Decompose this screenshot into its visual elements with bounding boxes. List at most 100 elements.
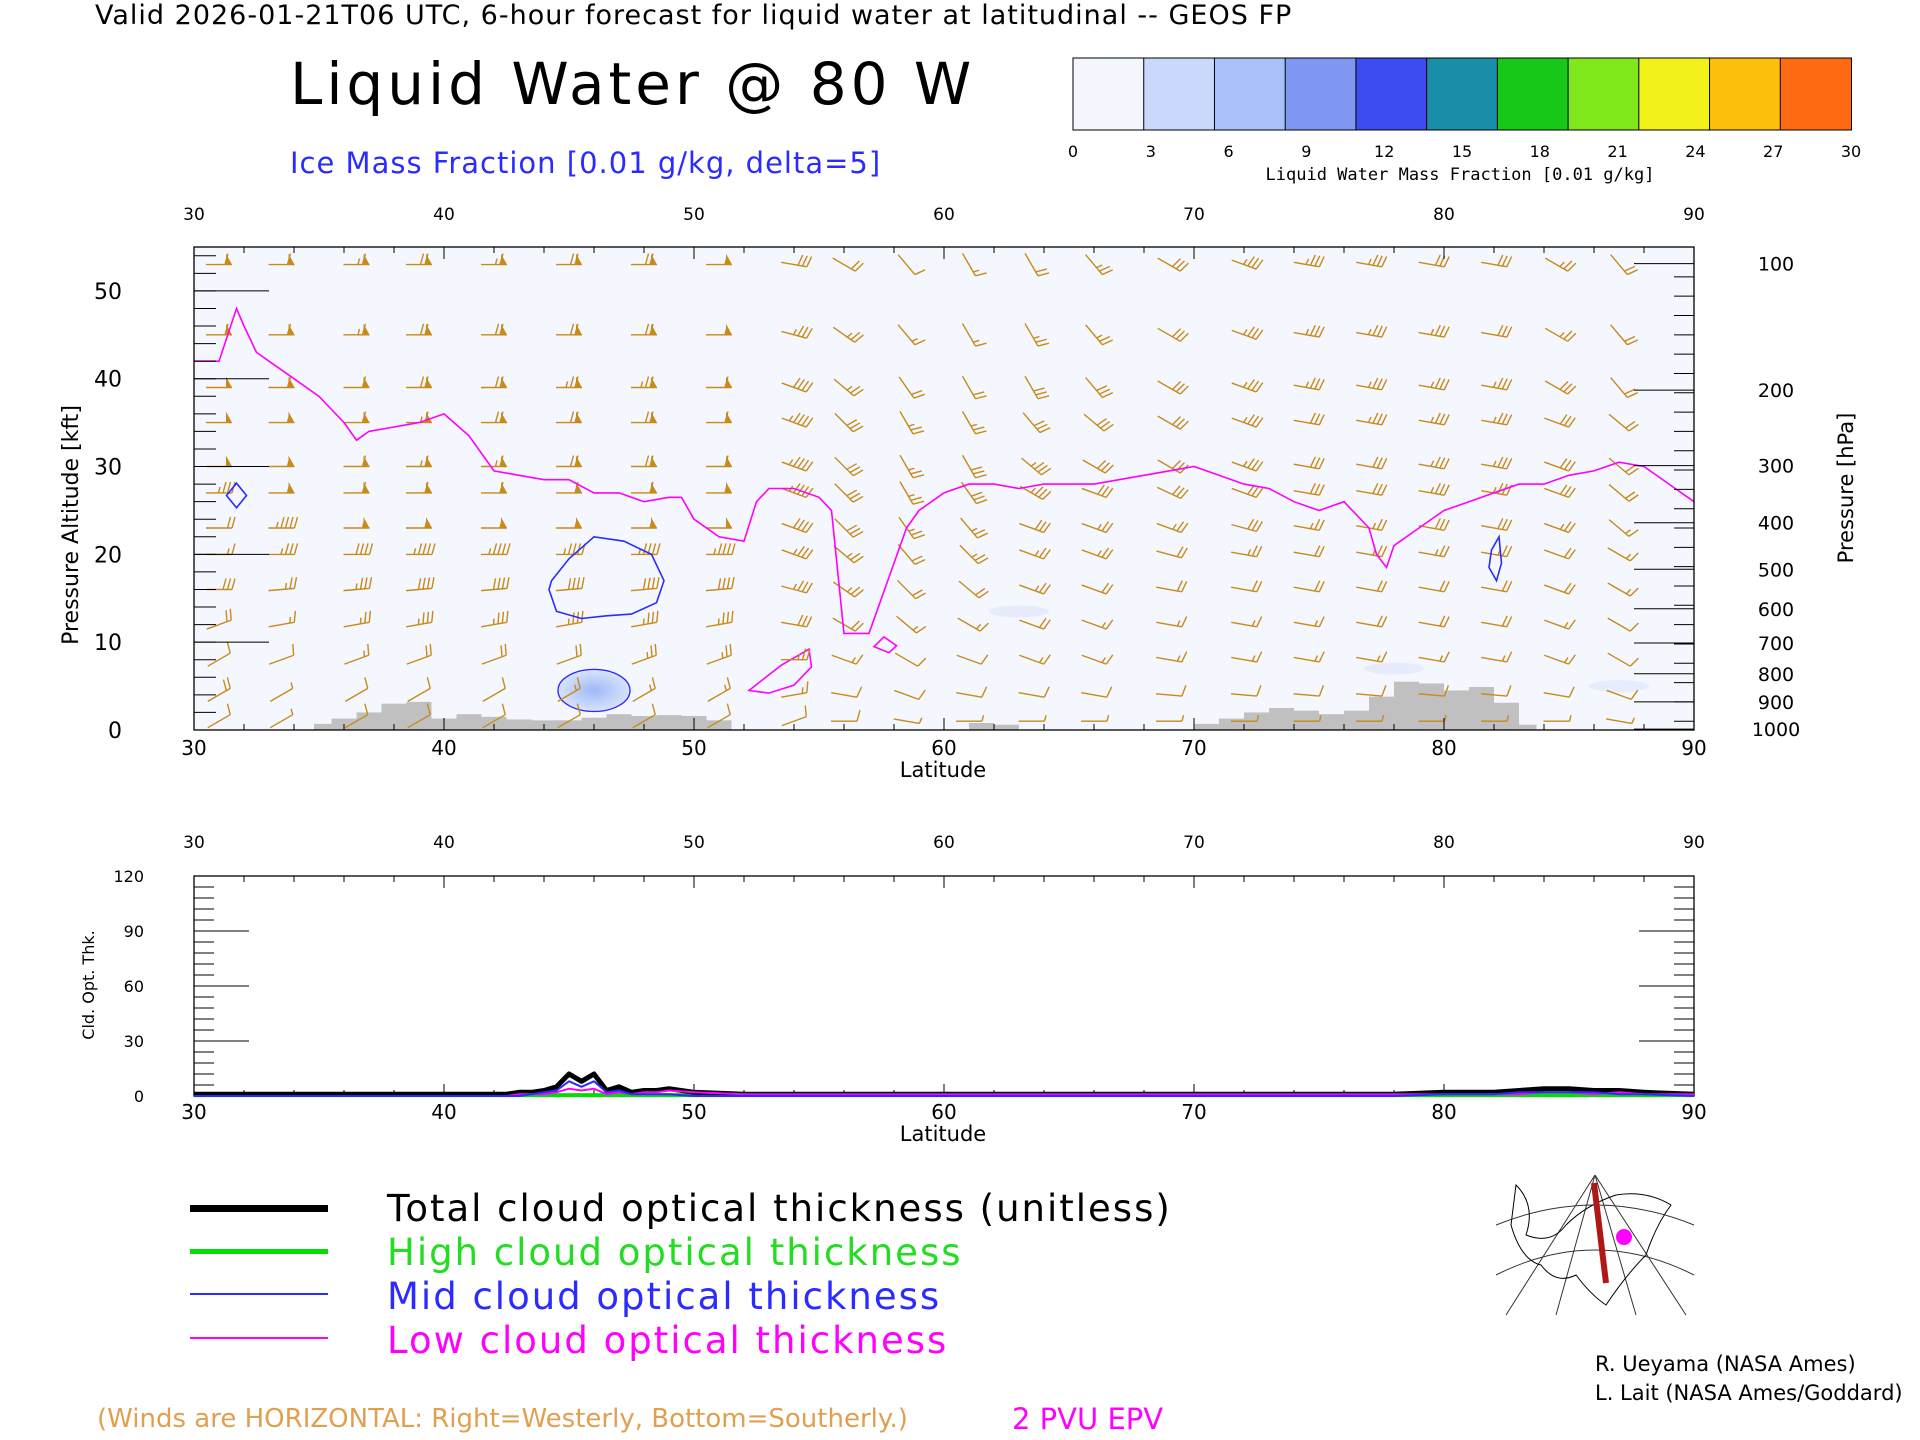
wind-barb-half-flag [642,618,645,625]
wind-barb [1606,717,1635,725]
wind-barb-half-flag [1242,258,1248,265]
wind-barb-flag [1256,651,1263,663]
wind-barb-half-flag [1305,328,1310,335]
wind-barb-flag [853,555,864,564]
wind-barb-flag [910,496,922,501]
wind-barb-flag [647,612,650,624]
map-grid [1495,1174,1695,1316]
terrain-bar [1369,696,1394,730]
wind-barb-staff [1230,693,1258,697]
wind-barb-flag [1376,457,1383,469]
colorbar-swatch [1072,57,1145,131]
wind-barb-half-flag [1559,331,1565,338]
colorbar-swatch [1426,57,1499,131]
wind-barb [831,654,864,665]
wind-barb-half-flag [1172,523,1177,530]
wind-barb-flag [567,578,572,590]
wind-barb-flag [722,543,727,555]
wind-barb-flag [359,543,365,555]
wind-barb [1293,651,1325,663]
wind-barb-staff [344,714,369,729]
wind-barb-half-flag [355,583,358,590]
colorbar-tick-label: 15 [1452,142,1472,161]
wind-barb-flag [854,334,864,343]
wind-barb-flag [1559,414,1568,425]
wind-barb-flag [226,578,232,590]
wind-barb [1607,617,1639,632]
wind-barb-flag [801,415,810,426]
wind-barb [1418,545,1450,558]
wind-barb-flag [1497,412,1504,424]
wind-barb-flag [429,643,432,656]
wind-barb [961,454,987,479]
wind-barb-flag [1096,418,1107,426]
colorbar-swatch [1709,57,1782,131]
wind-barb-flag [649,376,654,388]
terrain-bar [1294,710,1319,730]
colorbar-swatch [1779,57,1852,131]
panel2-axes: 30 30 40 40 50 50 60 60 70 70 80 80 90 90 0 30 60 90 120 [113,833,1706,1124]
wind-barb [1024,252,1050,277]
wind-barb-half-flag [1372,522,1377,529]
wind-barb [834,518,864,538]
wind-barb-flag [1381,326,1388,338]
colorbar: 0 3 6 9 12 15 18 21 24 27 30 [1068,57,1861,161]
wind-barb-staff [269,654,294,665]
wind-barb [556,253,582,266]
terrain-bar [506,719,532,730]
wind-barb-flag [1314,545,1321,557]
legend-swatch-low [190,1337,328,1339]
pressure-tick-label: 900 [1758,692,1794,714]
wind-barb-half-flag [971,527,978,532]
wind-barb [482,703,506,729]
wind-barb-flag [1255,521,1263,532]
wind-barb [1081,547,1114,560]
x-tick-label: 30 [181,1100,206,1124]
wind-barb-flag [1439,545,1446,557]
ice-subtitle: Ice Mass Fraction [0.01 g/kg, delta=5] [290,146,882,180]
wind-barb-flag [852,425,864,433]
wind-barb [1481,651,1513,663]
wind-barb-flag [500,645,503,657]
wind-barb [1607,652,1639,667]
wind-barb-flag [649,481,654,494]
wind-barb-flag [1171,328,1182,338]
wind-barb-half-flag [563,548,567,555]
wind-barb [1231,458,1264,472]
wind-barb-flag [846,489,858,497]
wind-barb-flag [1247,379,1255,390]
wind-barb-half-flag [1034,585,1040,592]
colorbar-tick-label: 6 [1224,142,1234,161]
wind-barb [344,703,369,729]
wind-barb-flag [849,422,861,430]
wind-barb-flag [1439,457,1446,469]
wind-barb [705,577,735,592]
wind-barb-flag [1247,458,1255,469]
wind-barb [1356,482,1388,496]
wind-barb [1418,651,1450,663]
wind-barb-flag [222,481,227,494]
wind-barb-flag [1434,518,1441,529]
wind-barb-flag [364,703,369,715]
wind-barb-half-flag [846,552,853,558]
wind-barb [706,643,732,665]
wind-barb [1231,651,1263,663]
wind-barb-flag [970,466,983,471]
wind-barb-flag [725,645,728,657]
wind-barb-flag [974,529,986,536]
wind-barb-flag [656,543,661,555]
wind-barb-flag [1443,546,1450,557]
wind-barb-flag [722,612,725,624]
x-tick-label-top: 40 [433,833,455,853]
wind-barb-half-flag [286,416,290,423]
wind-barb-flag [792,483,801,494]
y-tick-label: 30 [124,1032,144,1051]
wind-barb-flag [916,625,927,634]
wind-barb-flag [1381,616,1388,628]
wind-barb [344,677,369,703]
wind-barb [781,518,814,534]
wind-barb-flag [917,657,927,667]
wind-barb-staff [269,714,294,729]
wind-barb-flag [1501,545,1508,557]
wind-barb [1356,651,1388,663]
